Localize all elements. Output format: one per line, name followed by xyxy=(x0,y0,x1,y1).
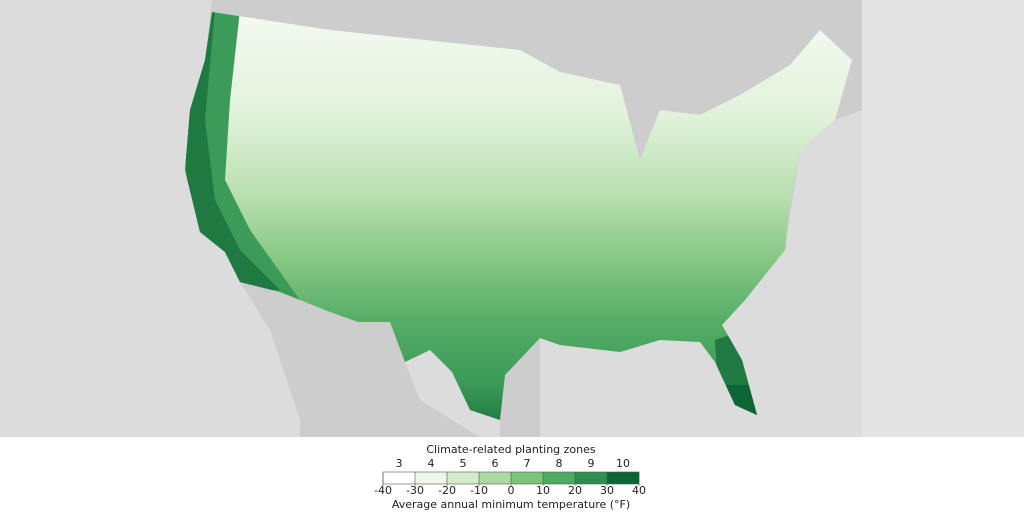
gulf-of-mexico xyxy=(540,338,790,437)
legend-swatch xyxy=(607,472,639,484)
legend-swatch xyxy=(415,472,447,484)
legend-swatch xyxy=(383,472,415,484)
tick-label: 20 xyxy=(568,484,582,497)
tick-label: 30 xyxy=(600,484,614,497)
zone-label: 3 xyxy=(396,457,403,470)
zone-label: 7 xyxy=(524,457,531,470)
zone-label: 10 xyxy=(616,457,630,470)
tick-label: 0 xyxy=(508,484,515,497)
tick-label: 40 xyxy=(632,484,646,497)
coastal-zone xyxy=(185,12,280,290)
tick-label: -10 xyxy=(470,484,488,497)
tick-label: -40 xyxy=(374,484,392,497)
legend: 3 4 5 6 7 8 9 10 -40 -30 -20 -10 0 10 20 30 40 xyxy=(374,457,646,497)
legend-swatch xyxy=(511,472,543,484)
legend-axis-label: Average annual minimum temperature (°F) xyxy=(392,498,630,511)
legend-title: Climate-related planting zones xyxy=(426,443,596,456)
legend-swatch xyxy=(447,472,479,484)
atlantic-ocean xyxy=(722,110,862,437)
gulf-water xyxy=(405,350,500,437)
zone-label: 6 xyxy=(492,457,499,470)
zone-label: 4 xyxy=(428,457,435,470)
legend-swatch xyxy=(479,472,511,484)
tick-label: 10 xyxy=(536,484,550,497)
tick-label: -20 xyxy=(438,484,456,497)
tick-label: -30 xyxy=(406,484,424,497)
side-panel xyxy=(862,0,1024,437)
legend-swatch xyxy=(543,472,575,484)
pacific-ocean xyxy=(0,0,300,437)
legend-swatch xyxy=(575,472,607,484)
zone-label: 9 xyxy=(588,457,595,470)
south-florida-zone xyxy=(720,385,760,420)
zone-label: 5 xyxy=(460,457,467,470)
zone-label: 8 xyxy=(556,457,563,470)
